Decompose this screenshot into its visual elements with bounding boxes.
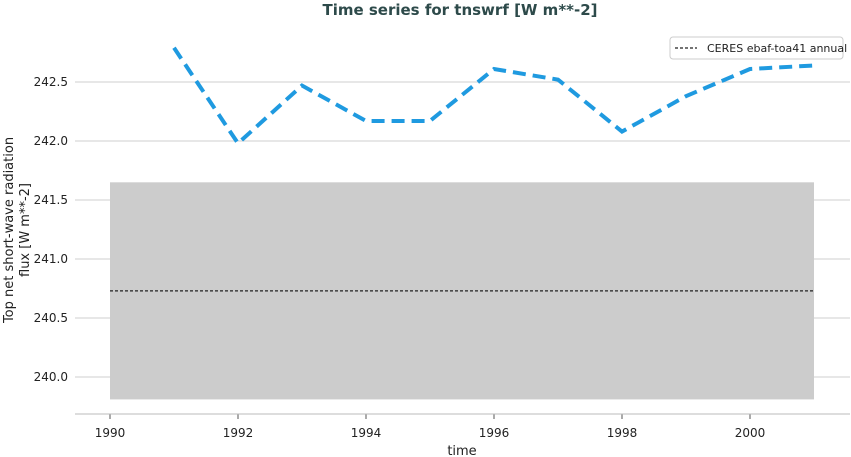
legend-label: CERES ebaf-toa41 annual xyxy=(707,42,847,55)
legend: CERES ebaf-toa41 annual xyxy=(669,36,847,60)
y-axis-label-line1: Top net short-wave radiation xyxy=(2,137,17,324)
x-tick-label: 1996 xyxy=(479,426,510,440)
y-tick-label: 241.5 xyxy=(34,193,68,207)
x-tick-label: 1992 xyxy=(223,426,254,440)
y-tick-label: 241.0 xyxy=(34,252,68,266)
x-tick-label: 2000 xyxy=(735,426,766,440)
y-tick-label: 242.0 xyxy=(34,134,68,148)
y-tick-label: 242.5 xyxy=(34,75,68,89)
x-tick-label: 1994 xyxy=(351,426,382,440)
chart-title: Time series for tnswrf [W m**-2] xyxy=(322,1,597,19)
series-line xyxy=(172,46,815,147)
x-tick-label: 1998 xyxy=(607,426,638,440)
legend-box xyxy=(669,36,844,60)
y-axis-label-line2: flux [W m**-2] xyxy=(18,183,33,277)
x-tick-label: 1990 xyxy=(95,426,126,440)
y-tick-label: 240.5 xyxy=(34,311,68,325)
x-axis-label: time xyxy=(447,444,476,457)
y-tick-label: 240.0 xyxy=(34,370,68,384)
